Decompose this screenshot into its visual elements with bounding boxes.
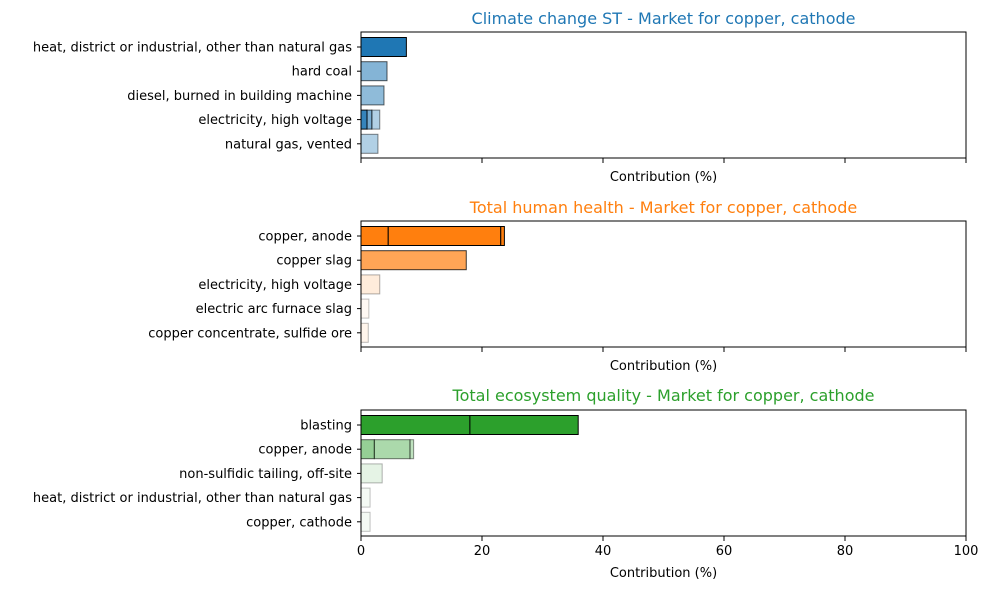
y-tick-label: copper, cathode <box>246 515 352 530</box>
y-tick-label: heat, district or industrial, other than… <box>33 41 352 56</box>
bar-segment <box>360 439 375 460</box>
bar-segment <box>371 109 381 130</box>
bar-segment <box>387 226 502 246</box>
bar-segment <box>360 133 379 154</box>
bar-segment <box>360 109 368 130</box>
x-tick-label: 20 <box>474 544 491 559</box>
bar-segment <box>360 61 388 82</box>
x-tick-label: 40 <box>595 544 612 559</box>
x-axis-label: Contribution (%) <box>610 566 717 581</box>
y-tick-label: non-sulfidic tailing, off-site <box>179 467 352 482</box>
x-tick-label: 0 <box>357 544 365 559</box>
y-tick-label: electric arc furnace slag <box>196 302 352 317</box>
plot-frame <box>360 409 967 537</box>
bar-segment <box>366 109 373 130</box>
bar-segment <box>360 226 389 246</box>
y-tick-label: copper slag <box>276 254 352 269</box>
y-tick-label: heat, district or industrial, other than… <box>33 491 352 506</box>
chart-title: Total ecosystem quality - Market for cop… <box>452 386 875 405</box>
x-axis-label: Contribution (%) <box>610 359 717 374</box>
bar-segment <box>360 463 383 484</box>
x-axis-label: Contribution (%) <box>610 170 717 185</box>
y-tick-label: natural gas, vented <box>225 137 352 152</box>
chart-title: Climate change ST - Market for copper, c… <box>472 9 856 28</box>
y-tick-label: electricity, high voltage <box>198 113 352 128</box>
x-tick-label: 100 <box>954 544 979 559</box>
bar-segment <box>500 226 505 246</box>
bar-segment <box>360 250 467 271</box>
y-tick-label: copper, anode <box>258 443 352 458</box>
y-tick-label: blasting <box>300 419 352 434</box>
bar-segment <box>360 298 370 319</box>
x-tick-label: 60 <box>716 544 733 559</box>
bar-segment <box>360 37 407 57</box>
bar-segment <box>360 85 385 106</box>
bar-segment <box>360 511 371 532</box>
x-tick-label: 80 <box>837 544 854 559</box>
chart-panel-3: Total ecosystem quality - Market for cop… <box>33 386 979 581</box>
y-tick-label: electricity, high voltage <box>198 278 352 293</box>
bar-segment <box>360 322 369 343</box>
bar-segment <box>360 274 381 295</box>
chart-panel-1: Climate change ST - Market for copper, c… <box>33 9 967 185</box>
y-tick-label: hard coal <box>292 65 352 80</box>
plot-frame <box>360 220 967 348</box>
chart-title: Total human health - Market for copper, … <box>469 198 857 217</box>
bar-segment <box>469 415 579 435</box>
bar-segment <box>409 439 415 460</box>
chart-panel-2: Total human health - Market for copper, … <box>148 198 967 374</box>
plot-frame <box>360 31 967 159</box>
bar-segment <box>360 487 371 508</box>
y-tick-label: copper concentrate, sulfide ore <box>148 326 352 341</box>
y-tick-label: diesel, burned in building machine <box>127 89 352 104</box>
y-tick-label: copper, anode <box>258 230 352 245</box>
bar-segment <box>373 439 411 460</box>
bar-segment <box>360 415 471 435</box>
